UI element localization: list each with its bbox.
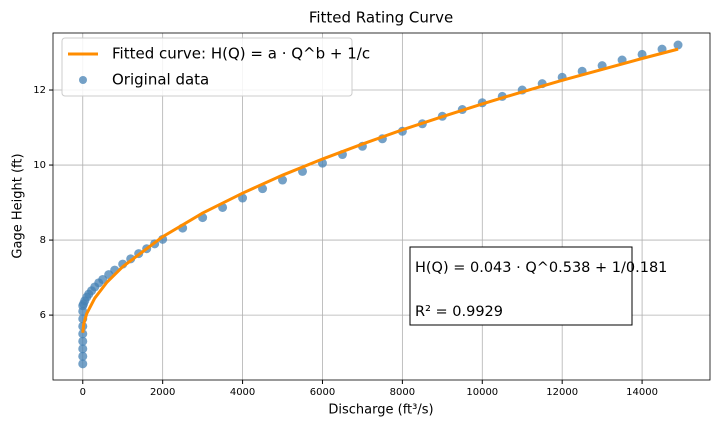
- x-tick-label: 2000: [150, 387, 175, 398]
- data-point: [78, 359, 88, 369]
- x-tick-label: 6000: [310, 387, 335, 398]
- annotation-box: [409, 246, 633, 326]
- data-point: [78, 351, 88, 361]
- data-point: [98, 274, 108, 284]
- legend-box: [61, 37, 353, 97]
- fitted-line: [81, 47, 679, 333]
- data-point: [78, 329, 88, 339]
- x-tick-label: 4000: [230, 387, 255, 398]
- y-tick-label: 6: [40, 310, 46, 321]
- x-tick-label: 14000: [626, 387, 658, 398]
- x-tick-label: 8000: [390, 387, 415, 398]
- plot-frame: [52, 32, 711, 381]
- y-axis-label: Gage Height (ft): [11, 153, 26, 258]
- annotation: R² = 0.9929: [415, 304, 503, 320]
- x-axis-label: Discharge (ft³/s): [328, 403, 433, 418]
- data-point: [78, 344, 88, 354]
- legend-swatch: [79, 76, 87, 84]
- y-tick-label: 10: [33, 160, 46, 171]
- annotation: H(Q) = 0.043 · Q^0.538 + 1/0.181: [415, 260, 667, 276]
- data-point: [673, 40, 683, 50]
- y-tick-label: 8: [40, 235, 46, 246]
- data-point: [78, 336, 88, 346]
- chart-title: Fitted Rating Curve: [309, 9, 453, 27]
- x-tick-label: 10000: [466, 387, 498, 398]
- y-tick-label: 12: [33, 85, 46, 96]
- x-tick-label: 12000: [546, 387, 578, 398]
- legend-label: Original data: [112, 71, 209, 89]
- x-tick-label: 0: [80, 387, 86, 398]
- legend-label: Fitted curve: H(Q) = a · Q^b + 1/c: [112, 45, 370, 63]
